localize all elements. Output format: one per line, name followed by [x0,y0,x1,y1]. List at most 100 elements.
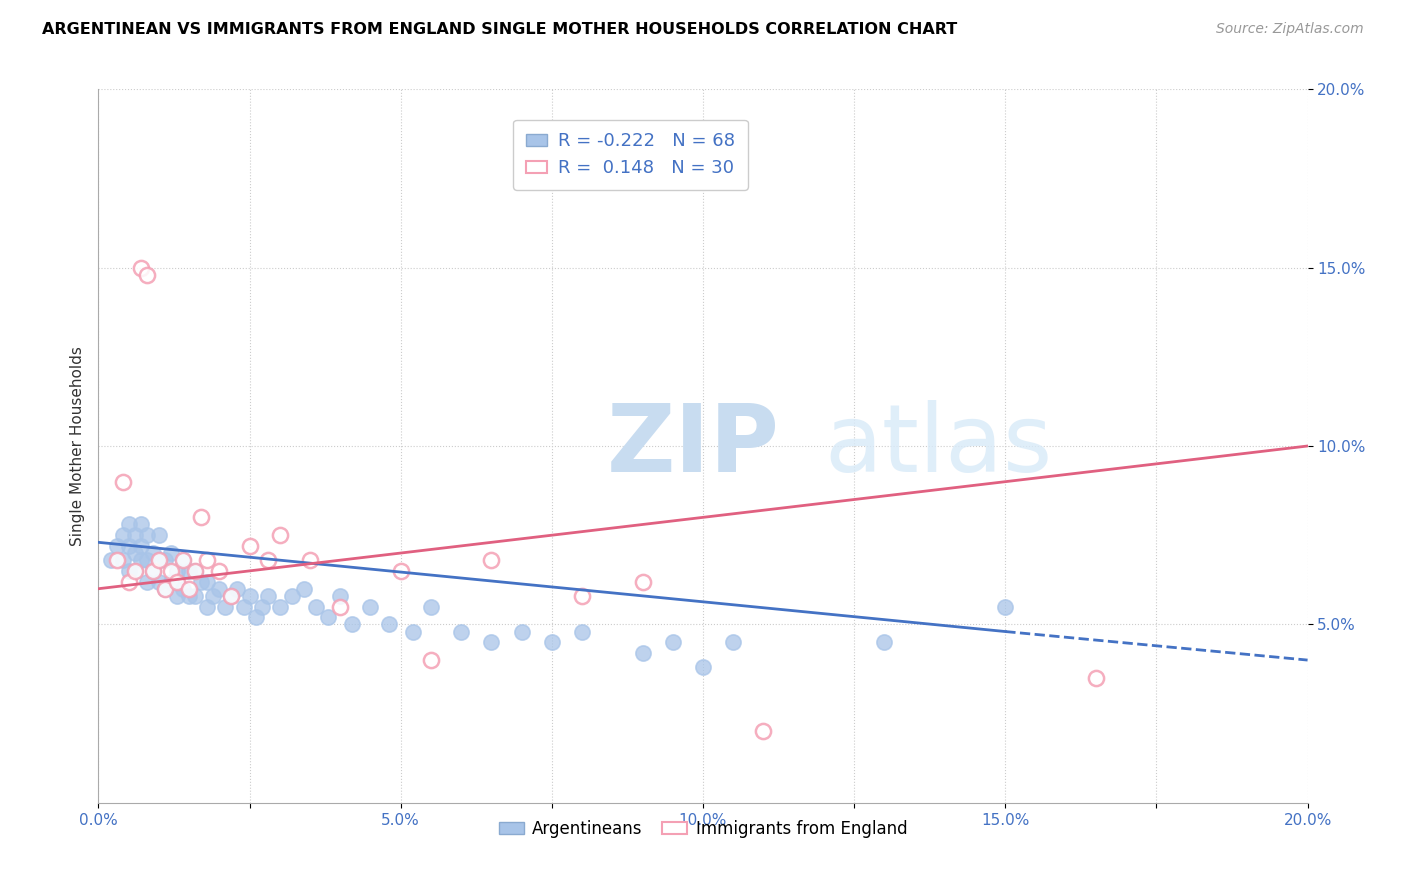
Point [172,553,194,567]
Point [232,599,254,614]
Point [184,589,207,603]
Point [172,582,194,596]
Point [420,599,443,614]
Point [160,564,183,578]
Text: ARGENTINEAN VS IMMIGRANTS FROM ENGLAND SINGLE MOTHER HOUSEHOLDS CORRELATION CHAR: ARGENTINEAN VS IMMIGRANTS FROM ENGLAND S… [42,22,957,37]
Point [292,582,315,596]
Point [124,546,146,560]
Point [129,539,152,553]
Point [305,599,328,614]
Point [148,528,170,542]
Point [661,635,683,649]
Point [100,553,122,567]
Point [208,582,231,596]
Point [256,553,278,567]
Point [377,617,399,632]
Point [221,589,243,603]
Point [166,574,188,589]
Point [631,574,654,589]
Legend: Argentineans, Immigrants from England: Argentineans, Immigrants from England [492,814,914,845]
Point [160,574,183,589]
Point [389,564,412,578]
Point [571,624,593,639]
Point [316,610,339,624]
Point [118,517,141,532]
Point [481,553,503,567]
Point [190,574,212,589]
Point [239,589,262,603]
Point [129,553,152,567]
Point [190,510,212,524]
Point [135,553,157,567]
Point [129,517,152,532]
Point [723,635,745,649]
Point [118,564,141,578]
Point [256,589,278,603]
Point [142,546,165,560]
Point [179,582,201,596]
Point [118,574,141,589]
Point [873,635,896,649]
Point [245,610,267,624]
Point [172,553,194,567]
Point [153,582,176,596]
Point [166,564,188,578]
Point [135,574,157,589]
Point [129,260,152,275]
Point [752,724,775,739]
Point [540,635,562,649]
Text: atlas: atlas [824,400,1052,492]
Point [153,553,176,567]
Text: Source: ZipAtlas.com: Source: ZipAtlas.com [1216,22,1364,37]
Point [124,564,146,578]
Point [124,528,146,542]
Point [226,582,249,596]
Point [142,564,165,578]
Point [105,539,128,553]
Point [269,528,291,542]
Point [631,646,654,660]
Point [510,624,533,639]
Point [148,553,170,567]
Point [360,599,382,614]
Point [111,475,134,489]
Point [994,599,1017,614]
Point [105,553,128,567]
Point [142,564,165,578]
Point [342,617,364,632]
Point [281,589,304,603]
Point [329,599,352,614]
Point [1085,671,1108,685]
Point [135,528,157,542]
Point [111,528,134,542]
Y-axis label: Single Mother Households: Single Mother Households [69,346,84,546]
Point [166,589,188,603]
Point [179,564,201,578]
Point [135,268,157,282]
Point [184,564,207,578]
Point [148,574,170,589]
Point [221,589,243,603]
Point [148,553,170,567]
Point [195,553,218,567]
Point [195,574,218,589]
Point [269,599,291,614]
Point [153,582,176,596]
Point [571,589,593,603]
Point [208,564,231,578]
Point [214,599,236,614]
Point [160,546,183,560]
Point [195,599,218,614]
Point [179,589,201,603]
Point [124,564,146,578]
Point [420,653,443,667]
Point [250,599,273,614]
Point [111,553,134,567]
Point [481,635,503,649]
Point [239,539,262,553]
Point [692,660,714,674]
Point [402,624,425,639]
Point [299,553,322,567]
Point [184,564,207,578]
Point [450,624,472,639]
